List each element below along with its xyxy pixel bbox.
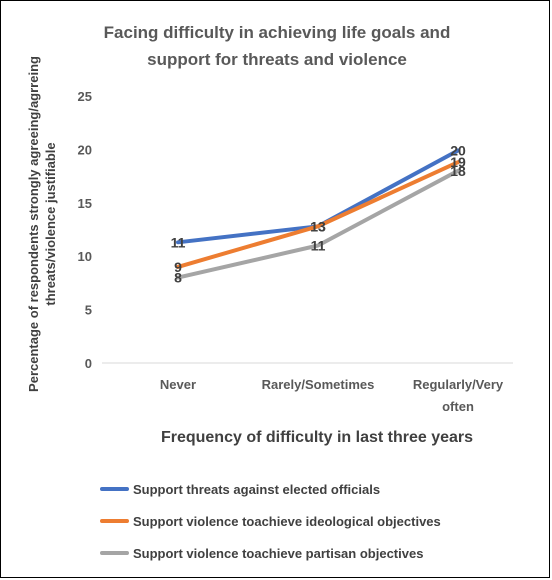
data-label-1-2: 19 — [450, 154, 466, 170]
x-tick-labels: Never Rarely/Sometimes Regularly/Very often — [160, 377, 504, 414]
y-axis-title-line-2: threats/violence justifiable — [43, 142, 58, 305]
series-lines — [176, 148, 460, 280]
legend-label-1: Support violence toachieve ideological o… — [133, 514, 441, 529]
legend-label-2: Support violence toachieve partisan obje… — [133, 546, 423, 561]
y-tick-label-25: 25 — [78, 89, 92, 104]
data-label-0-1: 13 — [310, 218, 326, 234]
data-label-2-0: 8 — [174, 270, 182, 286]
y-tick-label-15: 15 — [78, 196, 92, 211]
x-tick-label-2-1: often — [442, 399, 474, 414]
y-tick-label-20: 20 — [78, 142, 92, 157]
data-label-2-1: 11 — [311, 238, 326, 254]
chart-title-line-2: support for threats and violence — [147, 50, 407, 69]
y-tick-label-0: 0 — [85, 356, 92, 371]
y-tick-label-10: 10 — [78, 249, 92, 264]
x-tick-label-1-0: Rarely/Sometimes — [262, 377, 375, 392]
legend-label-0: Support threats against elected official… — [133, 482, 380, 497]
data-label-1-1: 13 — [310, 218, 326, 234]
data-label-0-0: 11 — [171, 234, 186, 250]
data-label-2-2: 18 — [450, 163, 466, 179]
x-axis-title: Frequency of difficulty in last three ye… — [161, 429, 473, 446]
data-label-0-2: 20 — [450, 142, 466, 158]
y-axis-title-line-1: Percentage of respondents strongly agree… — [26, 56, 41, 392]
y-tick-labels: 0 5 10 15 20 25 — [78, 89, 92, 371]
legend: Support threats against elected official… — [100, 482, 441, 561]
x-tick-label-2-0: Regularly/Very — [413, 377, 504, 392]
series-line-2 — [176, 168, 460, 280]
x-tick-label-0-0: Never — [160, 377, 196, 392]
chart-title-line-1: Facing difficulty in achieving life goal… — [104, 23, 451, 42]
y-tick-label-5: 5 — [85, 303, 92, 318]
series-line-1 — [176, 160, 460, 269]
data-label-1-0: 9 — [174, 259, 182, 275]
